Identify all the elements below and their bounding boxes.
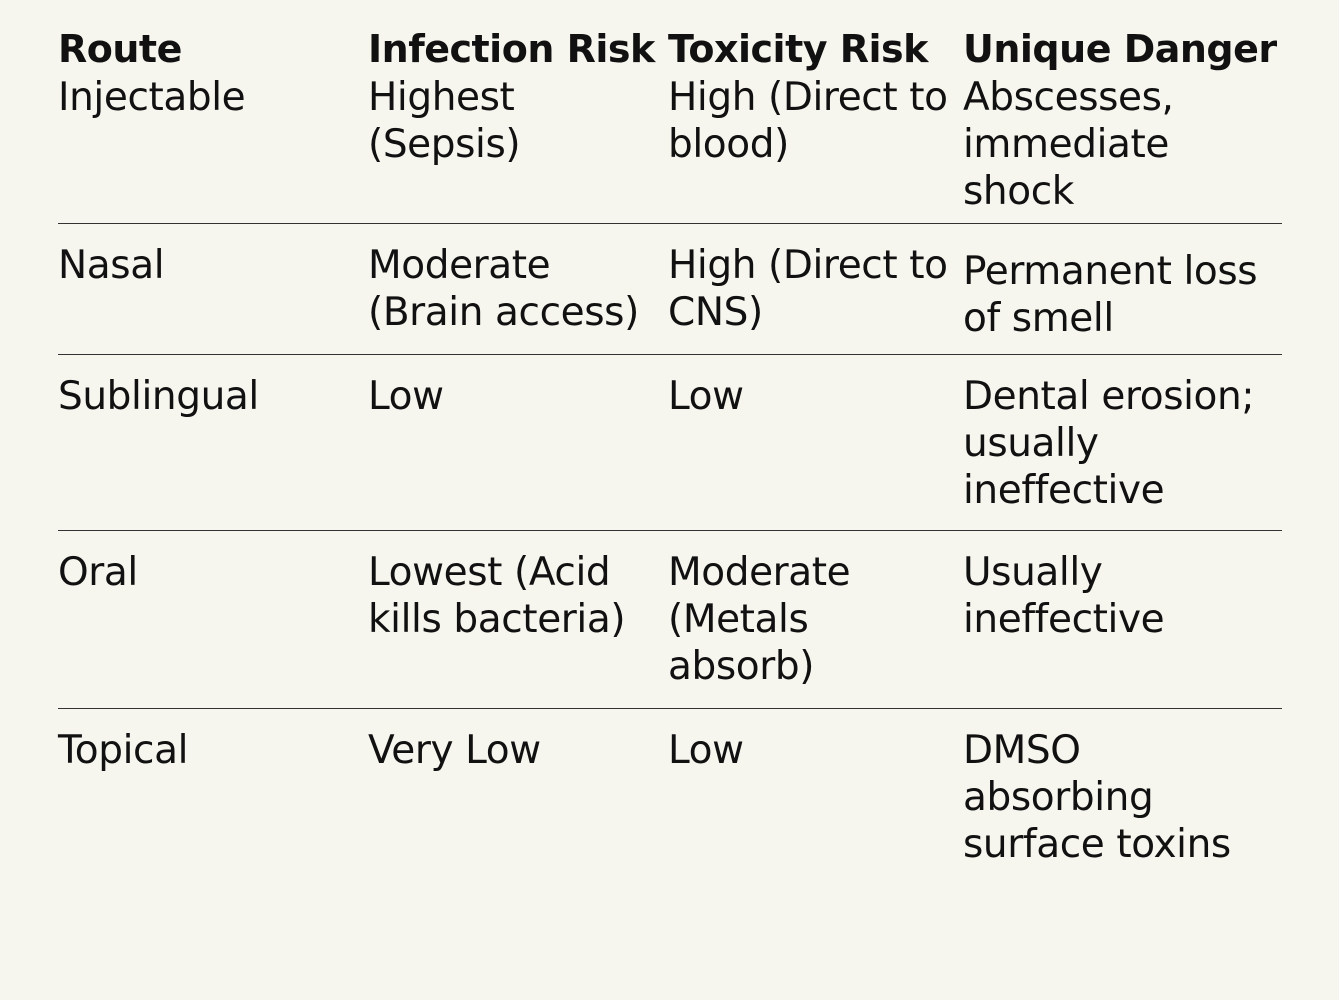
risk-comparison-table: Route Infection Risk Toxicity Risk Uniqu…: [58, 26, 1282, 868]
table-row: Injectable Highest (Sepsis) High (Direct…: [58, 72, 1282, 224]
cell-route: Injectable: [58, 75, 246, 120]
header-route: Route: [58, 27, 182, 71]
cell-toxicity-risk: Moderate (Metals absorb): [668, 550, 851, 689]
cell-route: Oral: [58, 550, 138, 595]
table-row: Oral Lowest (Acid kills bacteria) Modera…: [58, 531, 1282, 709]
cell-unique-danger: Abscesses, immediate shock: [963, 75, 1174, 214]
cell-unique-danger: Permanent loss of smell: [963, 249, 1258, 341]
cell-toxicity-risk: High (Direct to CNS): [668, 243, 948, 335]
cell-unique-danger: Dental erosion; usually ineffective: [963, 374, 1255, 513]
header-infection-risk: Infection Risk: [368, 27, 655, 71]
cell-infection-risk: Moderate (Brain access): [368, 243, 639, 335]
cell-route: Sublingual: [58, 374, 259, 419]
cell-route: Topical: [58, 728, 189, 773]
cell-unique-danger: DMSO absorbing surface toxins: [963, 728, 1231, 867]
header-toxicity-risk: Toxicity Risk: [668, 27, 928, 71]
table-body: Injectable Highest (Sepsis) High (Direct…: [58, 72, 1282, 868]
cell-infection-risk: Very Low: [368, 728, 541, 773]
cell-infection-risk: Lowest (Acid kills bacteria): [368, 550, 626, 642]
table-row: Topical Very Low Low DMSO absorbing surf…: [58, 709, 1282, 869]
cell-infection-risk: Highest (Sepsis): [368, 75, 521, 167]
header-unique-danger: Unique Danger: [963, 27, 1277, 71]
cell-toxicity-risk: High (Direct to blood): [668, 75, 948, 167]
table-row: Nasal Moderate (Brain access) High (Dire…: [58, 224, 1282, 355]
header-row: Route Infection Risk Toxicity Risk Uniqu…: [58, 26, 1282, 72]
cell-unique-danger: Usually ineffective: [963, 550, 1165, 642]
table-header: Route Infection Risk Toxicity Risk Uniqu…: [58, 26, 1282, 72]
table-row: Sublingual Low Low Dental erosion; usual…: [58, 355, 1282, 531]
cell-toxicity-risk: Low: [668, 728, 744, 773]
cell-route: Nasal: [58, 243, 165, 288]
risk-comparison-table-container: Route Infection Risk Toxicity Risk Uniqu…: [58, 26, 1282, 868]
cell-toxicity-risk: Low: [668, 374, 744, 419]
cell-infection-risk: Low: [368, 374, 444, 419]
